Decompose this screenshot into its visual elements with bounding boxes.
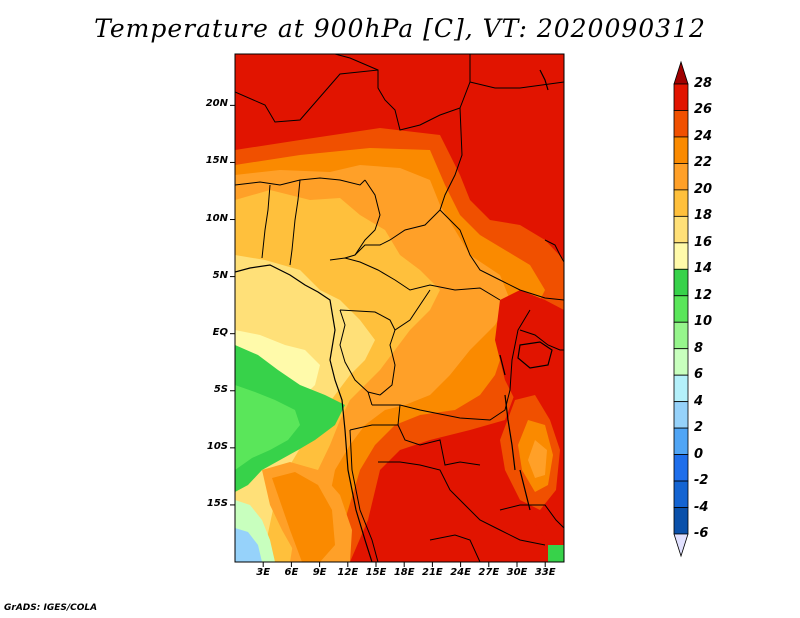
field-east-highlands-22 (528, 440, 547, 478)
colorbar-label: -6 (694, 526, 709, 541)
colorbar-segment (673, 189, 689, 217)
colorbar-label: 12 (694, 287, 713, 303)
colorbar-label: 0 (694, 446, 704, 462)
field-4-6 (235, 528, 262, 562)
lon-label: 27E (478, 567, 500, 578)
colorbar-segment (673, 295, 689, 323)
lat-label: 5N (212, 269, 228, 281)
colorbar-segment (673, 427, 689, 455)
colorbar (673, 60, 689, 558)
lon-label: 24E (450, 567, 471, 578)
lon-label: 3E (256, 567, 271, 578)
colorbar-segment (673, 136, 689, 164)
colorbar-segment (673, 480, 689, 508)
latitude-ticks (230, 104, 235, 506)
lon-label: 6E (284, 567, 299, 578)
colorbar-segment (673, 215, 689, 244)
colorbar-label: -4 (694, 499, 709, 515)
lon-label: 9E (312, 567, 327, 578)
map-title: Temperature at 900hPa [C], VT: 202009031… (94, 14, 706, 43)
lon-label: 21E (422, 567, 443, 578)
colorbar-segment (673, 110, 689, 138)
lat-label: 10N (205, 212, 228, 224)
field-12-14 (235, 385, 300, 470)
lon-label: 30E (506, 567, 528, 578)
coastline (235, 264, 373, 562)
field-southeast-green (548, 545, 564, 562)
colorbar-label: 26 (694, 102, 713, 118)
temperature-field (235, 54, 564, 562)
grads-credit: GrADS: IGES/COLA (4, 603, 98, 613)
lon-label: 15E (365, 567, 387, 578)
colorbar-bottom-arrow (673, 533, 689, 558)
colorbar-label: 10 (694, 314, 713, 330)
lat-label: 15S (206, 497, 228, 509)
lat-label: 10S (206, 440, 228, 452)
field-east-hot (495, 290, 564, 430)
lat-label: EQ (212, 326, 228, 338)
lon-label: 33E (534, 567, 556, 578)
colorbar-segment (673, 83, 689, 111)
colorbar-segment (673, 507, 689, 535)
colorbar-segment (673, 242, 689, 270)
colorbar-label: 24 (694, 128, 713, 144)
lat-label: 15N (205, 155, 228, 167)
colorbar-label: 8 (694, 340, 704, 356)
lat-label: 20N (205, 98, 228, 110)
colorbar-segment (673, 374, 689, 403)
colorbar-segment (673, 321, 689, 350)
colorbar-label: -2 (694, 473, 709, 489)
colorbar-label: 18 (694, 208, 713, 224)
colorbar-top-arrow (673, 60, 689, 85)
colorbar-segment (673, 268, 689, 297)
field-southwest-warmer (272, 472, 335, 562)
longitude-ticks (262, 562, 546, 567)
colorbar-label: 4 (694, 393, 704, 409)
colorbar-label: 14 (694, 261, 713, 277)
lat-label: 5S (213, 383, 228, 395)
colorbar-label: 28 (694, 76, 713, 91)
colorbar-segment (673, 163, 689, 191)
colorbar-label: 6 (694, 367, 704, 383)
colorbar-segment (673, 401, 689, 429)
lake-outlines (499, 69, 553, 511)
map-frame (234, 53, 565, 563)
colorbar-segment (673, 454, 689, 482)
colorbar-segment (673, 348, 689, 376)
colorbar-label: 22 (694, 155, 713, 171)
lon-label: 18E (393, 567, 415, 578)
colorbar-label: 20 (694, 181, 713, 197)
colorbar-label: 16 (694, 234, 713, 250)
lon-label: 12E (337, 567, 359, 578)
colorbar-label: 2 (694, 420, 704, 436)
country-borders (235, 54, 564, 562)
